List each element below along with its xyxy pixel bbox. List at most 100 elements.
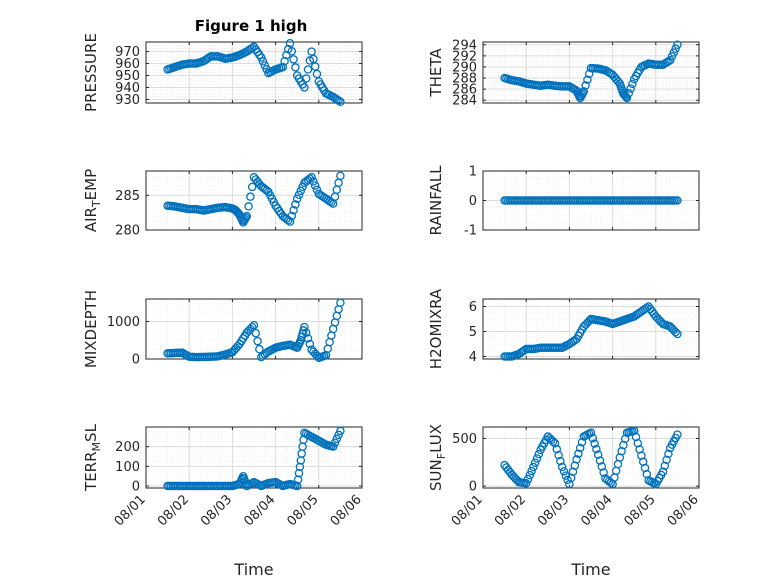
- data-point-interp: [310, 181, 320, 190]
- data-point-interp: [583, 75, 592, 84]
- axes-box: [482, 298, 700, 360]
- data-point: [550, 438, 560, 448]
- y-tick-label: 290: [452, 60, 477, 75]
- data-point: [579, 87, 589, 96]
- data-point-interp: [590, 439, 599, 448]
- data-point-interp: [291, 200, 300, 209]
- data-point: [658, 467, 668, 477]
- data-point-interp: [247, 322, 257, 332]
- data-point-interp: [289, 205, 298, 215]
- y-tick-label: 286: [452, 83, 477, 98]
- data-point: [285, 217, 295, 226]
- data-point: [256, 53, 266, 62]
- y-axis-label-main: MIXDEPTH: [82, 290, 100, 368]
- series-markers: [500, 302, 682, 361]
- y-axis-label-main: SUN: [427, 459, 445, 491]
- data-point-interp: [309, 54, 318, 64]
- data-point: [521, 478, 531, 488]
- data-point-interp: [559, 467, 569, 476]
- data-point: [307, 172, 316, 182]
- data-point: [278, 62, 288, 72]
- y-tick-label: 0: [469, 194, 477, 209]
- data-point: [336, 426, 345, 436]
- data-point-interp: [293, 475, 303, 484]
- data-point: [586, 428, 596, 437]
- data-point-interp: [525, 470, 535, 480]
- axes-box: [482, 41, 700, 104]
- y-axis-label-main: TERR: [82, 451, 100, 492]
- y-tick-label: -1: [464, 224, 477, 239]
- data-point-interp: [246, 192, 255, 201]
- data-point-interp: [282, 50, 291, 60]
- data-point-interp: [294, 190, 304, 200]
- data-point-interp: [253, 336, 262, 346]
- series-markers: [163, 298, 345, 363]
- data-point-interp: [289, 55, 298, 64]
- data-point-interp: [534, 449, 544, 459]
- data-point-interp: [667, 52, 677, 61]
- data-point: [300, 322, 309, 332]
- data-point-interp: [530, 458, 540, 467]
- y-tick-label: 950: [115, 69, 140, 84]
- data-point: [292, 481, 302, 491]
- y-axis-label-main: RAINFALL: [427, 165, 445, 236]
- data-point: [300, 83, 309, 92]
- data-point-interp: [330, 438, 340, 447]
- data-point-interp: [626, 84, 635, 93]
- axes-box: [145, 298, 363, 360]
- y-axis-label: SUNFLUX: [427, 424, 448, 491]
- y-tick-label: 1: [469, 165, 477, 180]
- data-point: [673, 40, 682, 50]
- data-point-interp: [310, 62, 320, 71]
- data-point-interp: [660, 461, 670, 471]
- y-tick-label: 100: [115, 460, 140, 475]
- y-axis-label-rest: LUX: [427, 424, 445, 453]
- y-axis-label-main: THETA: [427, 48, 445, 98]
- data-point: [673, 430, 682, 439]
- data-point-interp: [671, 44, 680, 53]
- subplot-3: 280 285 AIRTEMP: [82, 169, 363, 239]
- y-tick-label: 0: [132, 480, 140, 495]
- y-tick-label: 0: [469, 480, 477, 495]
- data-point-interp: [523, 474, 533, 484]
- data-point-interp: [332, 434, 342, 444]
- data-point: [622, 93, 632, 103]
- series-markers: [500, 196, 682, 205]
- data-point-interp: [255, 344, 264, 354]
- data-point: [336, 97, 345, 107]
- data-point-interp: [597, 462, 607, 471]
- y-tick-label: 294: [452, 38, 477, 53]
- data-point-interp: [628, 79, 637, 89]
- data-point-interp: [334, 430, 343, 440]
- y-tick-label: 4: [469, 350, 477, 365]
- axes-box: [145, 170, 363, 231]
- y-axis-label: PRESSURE: [82, 33, 100, 112]
- data-point: [665, 56, 675, 65]
- subplot-6: 4 5 6 H2OMIXRA: [427, 288, 700, 369]
- y-axis-label: AIRTEMP: [82, 169, 103, 232]
- series-markers: [163, 171, 345, 227]
- y-axis-label-rest: EMP: [82, 169, 100, 200]
- y-axis-label-subscript: M: [90, 442, 103, 452]
- data-point-interp: [309, 177, 318, 186]
- y-axis-label-subscript: F: [435, 453, 448, 459]
- data-point-interp: [303, 334, 313, 343]
- data-point-interp: [613, 77, 623, 86]
- data-point-interp: [552, 444, 562, 454]
- data-point: [572, 455, 581, 464]
- data-point-interp: [294, 468, 304, 478]
- data-point-interp: [258, 57, 268, 66]
- data-point: [249, 320, 259, 330]
- y-axis-label: H2OMIXRA: [427, 288, 445, 369]
- data-point-interp: [599, 468, 608, 477]
- data-point-interp: [548, 437, 558, 446]
- data-point-interp: [664, 449, 673, 459]
- series-markers: [500, 426, 682, 489]
- y-tick-label: 285: [115, 189, 140, 204]
- data-point-interp: [575, 443, 585, 453]
- data-point: [673, 196, 682, 205]
- data-point-interp: [260, 61, 270, 70]
- data-point: [336, 298, 345, 307]
